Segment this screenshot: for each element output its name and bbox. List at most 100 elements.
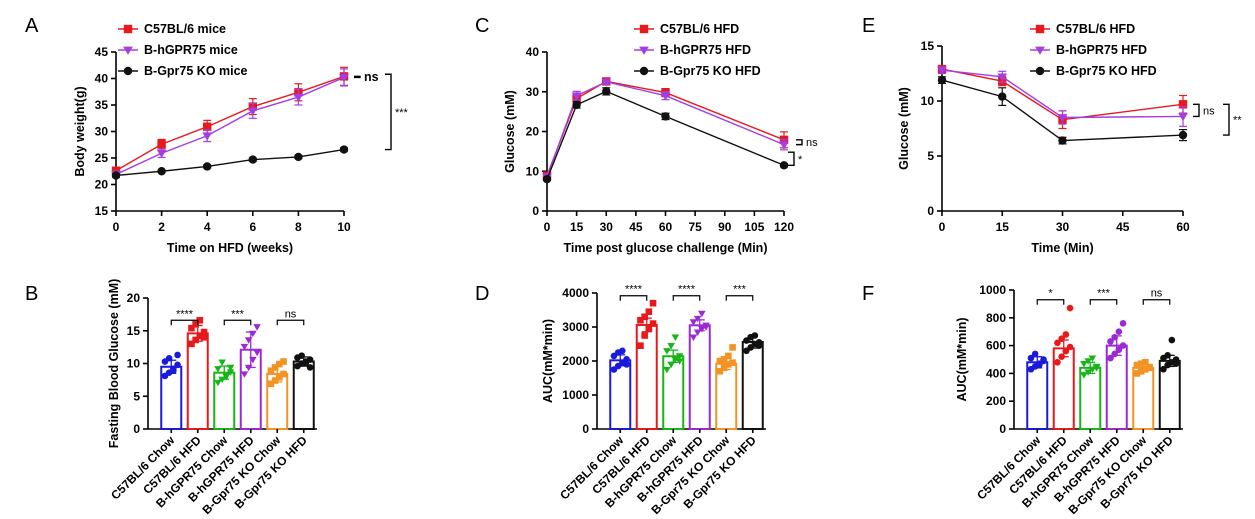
data-point bbox=[1054, 339, 1061, 347]
data-point bbox=[203, 122, 212, 131]
data-point bbox=[663, 366, 671, 374]
y-axis-label: Fasting Blood Glucose (mM) bbox=[107, 279, 121, 448]
data-point bbox=[937, 66, 947, 76]
panel-letter-c: C bbox=[475, 15, 489, 37]
bracket-line bbox=[672, 295, 701, 301]
legend-entry: B-Gpr75 KO HFD bbox=[660, 64, 761, 78]
legend-marker bbox=[1035, 46, 1045, 55]
significance-label: ns bbox=[364, 70, 379, 84]
legend-entry: B-Gpr75 KO HFD bbox=[1056, 64, 1157, 78]
panel-letter-f: F bbox=[862, 283, 874, 305]
bracket-inner bbox=[354, 75, 361, 79]
data-point bbox=[339, 145, 349, 154]
y-tick-label: 15 bbox=[95, 204, 109, 218]
data-point bbox=[1178, 100, 1188, 109]
comparison-bracket: *** bbox=[223, 308, 252, 326]
data-point bbox=[192, 336, 199, 344]
data-point bbox=[240, 371, 249, 378]
data-point bbox=[1088, 355, 1097, 362]
data-point bbox=[1062, 331, 1070, 338]
data-point bbox=[1119, 342, 1127, 349]
data-point bbox=[542, 175, 552, 184]
data-point bbox=[174, 351, 181, 359]
bracket-inner bbox=[1193, 103, 1200, 118]
y-axis-label: Body weight(g) bbox=[73, 86, 87, 176]
significance-label: **** bbox=[176, 308, 194, 320]
y-tick-label: 5 bbox=[927, 149, 934, 163]
data-point bbox=[725, 352, 732, 360]
panel-letter-b: B bbox=[25, 283, 38, 305]
y-tick-label: 0 bbox=[133, 422, 140, 436]
data-point bbox=[755, 342, 763, 350]
x-tick-label: 75 bbox=[688, 220, 702, 234]
data-point bbox=[1066, 304, 1074, 312]
data-point bbox=[689, 319, 698, 326]
data-point bbox=[1133, 361, 1141, 369]
data-point bbox=[280, 358, 287, 365]
bracket-line bbox=[223, 319, 252, 326]
series-line bbox=[115, 148, 345, 177]
x-tick-label: 0 bbox=[113, 220, 120, 234]
y-tick-label: 15 bbox=[127, 324, 141, 338]
data-point bbox=[667, 361, 675, 369]
bracket-outer bbox=[788, 151, 795, 166]
legend-marker bbox=[639, 66, 649, 76]
data-point bbox=[267, 380, 275, 388]
series-line bbox=[941, 69, 1184, 119]
data-point bbox=[294, 152, 303, 162]
bar-group-4: B-hGPR75 HFD bbox=[185, 324, 262, 505]
data-point bbox=[675, 358, 684, 365]
y-tick-label: 800 bbox=[986, 311, 1006, 325]
line-chart-a: 15 20 25 30 35 40 45 0 2 4 6 8 10 Time on HFD (weeks)… bbox=[73, 22, 409, 255]
y-tick-label: 25 bbox=[95, 151, 109, 165]
x-tick-label: 60 bbox=[1176, 220, 1190, 234]
data-point bbox=[214, 379, 222, 387]
x-tick-label: 8 bbox=[295, 220, 302, 234]
data-point bbox=[1146, 364, 1153, 372]
comparison-bracket: *** bbox=[1089, 288, 1118, 305]
data-point bbox=[645, 325, 653, 332]
data-point bbox=[276, 373, 283, 381]
data-point bbox=[675, 353, 684, 360]
data-point bbox=[641, 332, 648, 339]
y-tick-label: 2000 bbox=[562, 354, 589, 368]
y-tick-label: 20 bbox=[127, 291, 141, 305]
legend-entry: C57BL/6 HFD bbox=[1056, 22, 1135, 36]
data-point bbox=[1142, 358, 1149, 366]
data-point bbox=[661, 112, 670, 121]
y-tick-label: 0 bbox=[532, 204, 539, 218]
y-tick-label: 40 bbox=[526, 45, 540, 59]
bar bbox=[635, 323, 658, 430]
y-tick-label: 5 bbox=[133, 389, 140, 403]
comparison-bracket: **** bbox=[170, 308, 199, 326]
y-tick-label: 200 bbox=[986, 394, 1006, 408]
data-point bbox=[1142, 365, 1149, 373]
y-tick-label: 1000 bbox=[562, 388, 589, 402]
data-point bbox=[997, 73, 1008, 82]
y-tick-label: 10 bbox=[127, 357, 141, 371]
data-point bbox=[1107, 338, 1114, 345]
bracket-line bbox=[725, 295, 754, 301]
data-point bbox=[649, 299, 657, 307]
data-point bbox=[271, 364, 279, 371]
data-point bbox=[637, 316, 644, 324]
panel-letter-d: D bbox=[475, 283, 489, 305]
data-point bbox=[276, 360, 283, 368]
bracket-line bbox=[276, 319, 305, 326]
data-point bbox=[293, 93, 304, 102]
x-tick-label: 6 bbox=[249, 220, 256, 234]
data-point bbox=[1133, 370, 1141, 377]
data-point bbox=[1115, 328, 1123, 336]
data-point bbox=[248, 155, 257, 164]
data-point bbox=[1057, 114, 1068, 123]
x-axis-label: Time (Min) bbox=[1031, 241, 1093, 255]
data-point bbox=[203, 162, 212, 171]
data-point bbox=[306, 364, 314, 371]
significance-label: *** bbox=[1097, 288, 1111, 300]
line-chart-c: 0 10 20 30 40 0 15 30 45 60 75 90 105 120 Time post gl… bbox=[503, 22, 818, 255]
data-point bbox=[619, 347, 626, 355]
y-tick-label: 45 bbox=[95, 45, 109, 59]
data-point bbox=[1040, 356, 1047, 363]
x-tick-label: 30 bbox=[600, 220, 614, 234]
